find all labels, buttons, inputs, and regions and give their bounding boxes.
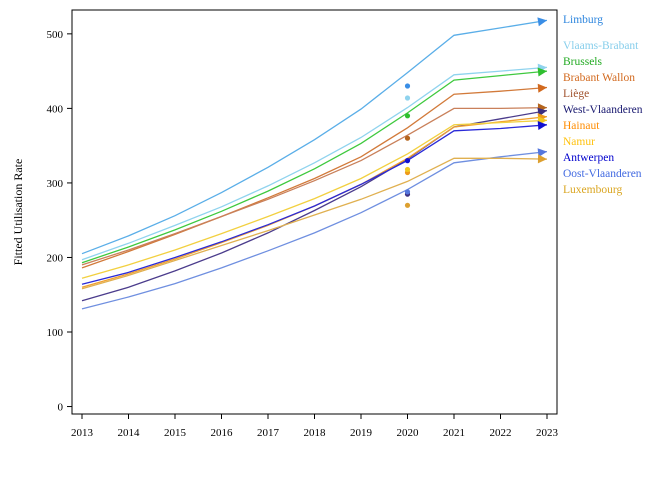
observed-point-liege [404,135,411,141]
plot-frame [71,9,558,415]
x-tick-label: 2023 [536,427,559,439]
observed-point-oost-vlaanderen [404,189,411,195]
observed-point-limburg [404,83,411,89]
y-tick-label: 100 [47,327,64,339]
series-line-brabant-wallon [81,86,548,269]
legend-entry: Oost-Vlaanderen [563,168,642,180]
x-tick-label: 2016 [211,427,234,439]
legend-entry: Limburg [563,14,603,26]
x-tick-label: 2022 [490,427,512,439]
observed-point-luxembourg [404,202,411,208]
series-line-namur [81,119,548,279]
series-arrow-antwerpen [537,121,547,130]
series-arrow-brussels [537,67,547,77]
y-tick-label: 500 [47,29,64,41]
series-lines [81,17,548,310]
observed-point-namur [404,166,411,173]
legend-entry: Liège [563,88,589,100]
series-line-limburg [81,19,548,255]
legend-entry: Hainaut [563,120,600,132]
y-tick-label: 0 [58,402,64,414]
series-arrow-oost-vlaanderen [537,148,547,158]
series-arrow-limburg [537,17,547,27]
x-tick-label: 2017 [257,427,280,439]
series-line-antwerpen [81,124,548,285]
x-axis: 2013 2014 2015 2016 2017 2018 2019 2020 2021 2022… [71,414,559,439]
observed-point-antwerpen [404,158,411,164]
x-tick-label: 2013 [71,427,94,439]
legend-entry: Antwerpen [563,152,614,164]
y-tick-label: 200 [47,252,64,264]
legend-entry: Luxembourg [563,184,622,196]
observed-points [404,83,411,208]
x-tick-label: 2021 [443,427,465,439]
series-line-vlaams-brabant [81,66,548,261]
series-line-luxembourg [81,157,548,290]
y-axis-title: Fitted Utilisation Rate [11,159,25,266]
x-tick-label: 2018 [304,427,327,439]
x-tick-label: 2019 [350,427,373,439]
observed-point-brussels [404,113,411,119]
series-arrow-brabant-wallon [537,83,547,93]
legend-entry: Namur [563,136,595,148]
legend-entry: West-Vlaanderen [563,104,643,116]
legend-entry: Brussels [563,56,603,68]
series-line-hainaut [81,115,548,288]
series-arrow-luxembourg [537,154,547,164]
legend: Limburg Vlaams-Brabant Brussels Brabant Wal… [563,14,643,196]
y-tick-label: 400 [47,103,64,115]
y-tick-label: 300 [47,178,64,190]
x-tick-label: 2014 [118,427,141,439]
observed-point-vlaams-brabant [404,95,411,101]
y-axis: 0 100 200 300 400 500 [47,29,72,414]
x-tick-label: 2020 [397,427,420,439]
series-line-brussels [81,70,548,264]
series-line-oost-vlaanderen [81,150,548,310]
series-line-liege [81,106,548,266]
legend-entry: Vlaams-Brabant [563,40,639,52]
legend-entry: Brabant Wallon [563,72,635,84]
x-tick-label: 2015 [164,427,187,439]
